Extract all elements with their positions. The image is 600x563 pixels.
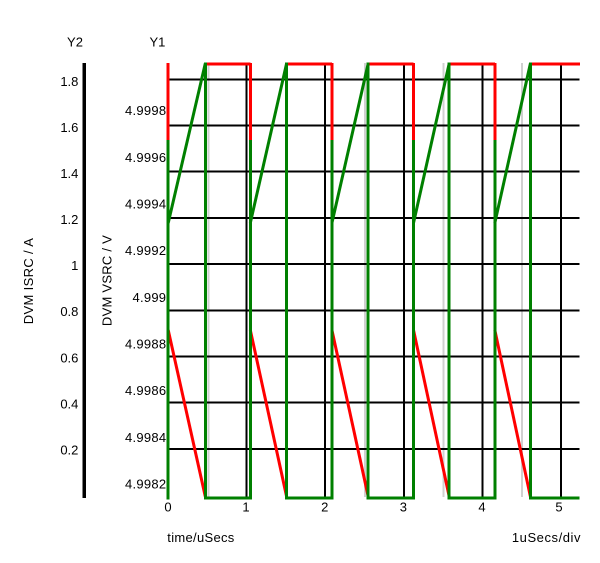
svg-text:3: 3 xyxy=(400,500,407,515)
svg-text:4.9984: 4.9984 xyxy=(125,430,166,445)
svg-text:4: 4 xyxy=(478,500,485,515)
svg-text:DVM VSRC / V: DVM VSRC / V xyxy=(100,235,115,326)
svg-text:4.9992: 4.9992 xyxy=(125,243,166,258)
svg-text:4.9982: 4.9982 xyxy=(125,477,166,492)
svg-text:DVM ISRC / A: DVM ISRC / A xyxy=(21,238,36,325)
svg-text:0.8: 0.8 xyxy=(60,304,78,319)
svg-text:0.4: 0.4 xyxy=(60,396,78,411)
svg-text:5: 5 xyxy=(555,500,562,515)
svg-text:1uSecs/div: 1uSecs/div xyxy=(512,530,581,545)
svg-text:1.4: 1.4 xyxy=(60,166,78,181)
svg-text:4.999: 4.999 xyxy=(133,290,167,305)
svg-text:time/uSecs: time/uSecs xyxy=(167,530,235,545)
svg-text:Y1: Y1 xyxy=(149,34,165,49)
svg-text:0: 0 xyxy=(164,500,171,515)
svg-text:4.9988: 4.9988 xyxy=(125,337,166,352)
svg-text:1.6: 1.6 xyxy=(60,120,78,135)
svg-text:4.9998: 4.9998 xyxy=(125,103,166,118)
svg-text:0.6: 0.6 xyxy=(60,350,78,365)
svg-text:1: 1 xyxy=(242,500,249,515)
svg-text:1.8: 1.8 xyxy=(60,74,78,89)
svg-text:0.2: 0.2 xyxy=(60,442,78,457)
svg-text:4.9994: 4.9994 xyxy=(125,196,166,211)
svg-text:1: 1 xyxy=(71,258,78,273)
svg-text:2: 2 xyxy=(321,500,328,515)
svg-text:Y2: Y2 xyxy=(67,34,83,49)
svg-text:4.9986: 4.9986 xyxy=(125,383,166,398)
svg-text:4.9996: 4.9996 xyxy=(125,150,166,165)
svg-text:1.2: 1.2 xyxy=(60,212,78,227)
